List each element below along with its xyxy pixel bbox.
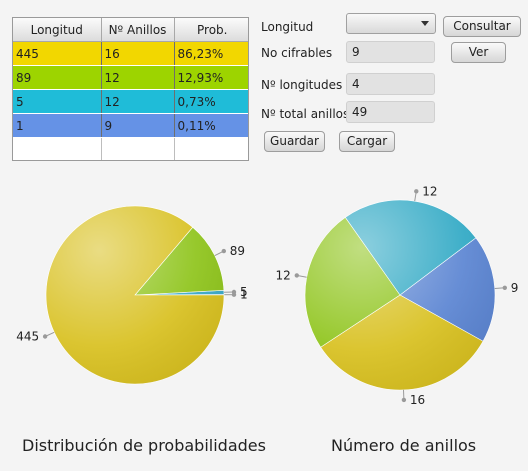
pie-label-leader (214, 250, 225, 257)
table-cell: 1 (13, 113, 102, 138)
table-row[interactable]: 1 9 0,11% (13, 113, 248, 138)
total-anillos-field[interactable]: 49 (346, 101, 435, 123)
total-anillos-label: Nº total anillos (261, 107, 350, 121)
table-cell: 86,23% (174, 41, 248, 66)
table-cell: 5 (13, 89, 102, 114)
pie-data-label: 12 (422, 184, 437, 198)
table-row-empty[interactable] (13, 137, 248, 160)
table-cell: 0,11% (174, 113, 248, 138)
num-longitudes-label: Nº longitudes (261, 78, 343, 92)
table-cell: 9 (101, 113, 175, 138)
table-cell: 12 (101, 89, 175, 114)
table-row[interactable]: 445 16 86,23% (13, 41, 248, 66)
pie-label-leader (44, 331, 55, 337)
table-cell: 16 (101, 41, 175, 66)
column-header-longitud[interactable]: Longitud (13, 18, 102, 42)
table-cell (174, 137, 248, 160)
table-cell: 89 (13, 65, 102, 90)
pie-label-leader (414, 191, 417, 202)
chevron-down-icon (421, 21, 429, 26)
table-cell: 12 (101, 65, 175, 90)
pie-data-label: 12 (276, 268, 291, 282)
table-cell: 12,93% (174, 65, 248, 90)
table-cell: 445 (13, 41, 102, 66)
pie-data-label: 89 (230, 244, 245, 258)
longitud-select[interactable] (346, 13, 436, 34)
guardar-button[interactable]: Guardar (264, 131, 325, 152)
pie-data-label: 16 (410, 393, 425, 407)
table-cell (13, 137, 102, 160)
table-row[interactable]: 5 12 0,73% (13, 89, 248, 114)
pie-label-leader (494, 287, 505, 289)
table-row[interactable]: 89 12 12,93% (13, 65, 248, 90)
num-longitudes-field[interactable]: 4 (346, 73, 435, 95)
consultar-button[interactable]: Consultar (443, 16, 521, 37)
table-header-row: Longitud Nº Anillos Prob. (13, 18, 248, 42)
results-table: Longitud Nº Anillos Prob. 445 16 86,23% … (12, 17, 249, 161)
pie-data-label: 1 (240, 288, 248, 302)
no-cifrables-label: No cifrables (261, 46, 333, 60)
pie-data-label: 5 (240, 285, 248, 299)
longitud-label: Longitud (261, 20, 314, 34)
column-header-prob[interactable]: Prob. (174, 18, 248, 42)
table-cell (101, 137, 175, 160)
pie-data-label: 9 (511, 281, 519, 295)
chart-title-anillos: Número de anillos (331, 436, 477, 455)
pie-label-marker (294, 273, 299, 278)
cargar-button[interactable]: Cargar (339, 131, 395, 152)
chart-title-probabilidades: Distribución de probabilidades (22, 436, 266, 455)
column-header-anillos[interactable]: Nº Anillos (101, 18, 175, 42)
no-cifrables-field[interactable]: 9 (346, 41, 435, 63)
table-cell: 0,73% (174, 89, 248, 114)
ver-button[interactable]: Ver (451, 42, 506, 63)
pie-data-label: 445 (16, 330, 39, 344)
